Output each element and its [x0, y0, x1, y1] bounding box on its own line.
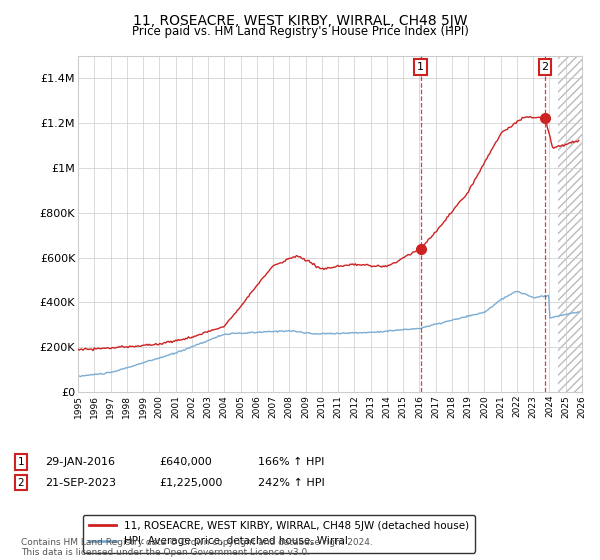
- Text: 11, ROSEACRE, WEST KIRBY, WIRRAL, CH48 5JW: 11, ROSEACRE, WEST KIRBY, WIRRAL, CH48 5…: [133, 14, 467, 28]
- Text: 166% ↑ HPI: 166% ↑ HPI: [258, 457, 325, 467]
- Text: £1,225,000: £1,225,000: [159, 478, 223, 488]
- Text: 2: 2: [541, 62, 548, 72]
- Text: 242% ↑ HPI: 242% ↑ HPI: [258, 478, 325, 488]
- Text: Price paid vs. HM Land Registry's House Price Index (HPI): Price paid vs. HM Land Registry's House …: [131, 25, 469, 38]
- Text: 2: 2: [17, 478, 25, 488]
- Text: 1: 1: [417, 62, 424, 72]
- Text: 1: 1: [17, 457, 25, 467]
- Text: 21-SEP-2023: 21-SEP-2023: [45, 478, 116, 488]
- Legend: 11, ROSEACRE, WEST KIRBY, WIRRAL, CH48 5JW (detached house), HPI: Average price,: 11, ROSEACRE, WEST KIRBY, WIRRAL, CH48 5…: [83, 515, 475, 553]
- Text: 29-JAN-2016: 29-JAN-2016: [45, 457, 115, 467]
- Text: £640,000: £640,000: [159, 457, 212, 467]
- Text: Contains HM Land Registry data © Crown copyright and database right 2024.
This d: Contains HM Land Registry data © Crown c…: [21, 538, 373, 557]
- Bar: [557, 56, 598, 392]
